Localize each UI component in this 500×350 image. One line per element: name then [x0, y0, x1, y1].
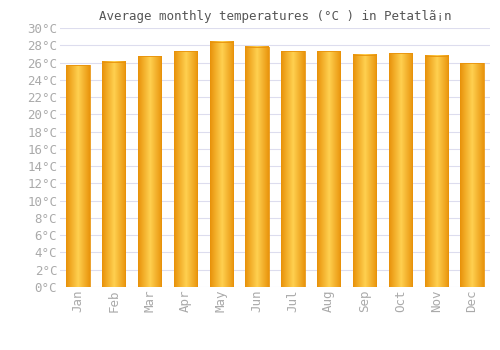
Title: Average monthly temperatures (°C ) in Petatlã¡n: Average monthly temperatures (°C ) in Pe…: [99, 10, 451, 23]
